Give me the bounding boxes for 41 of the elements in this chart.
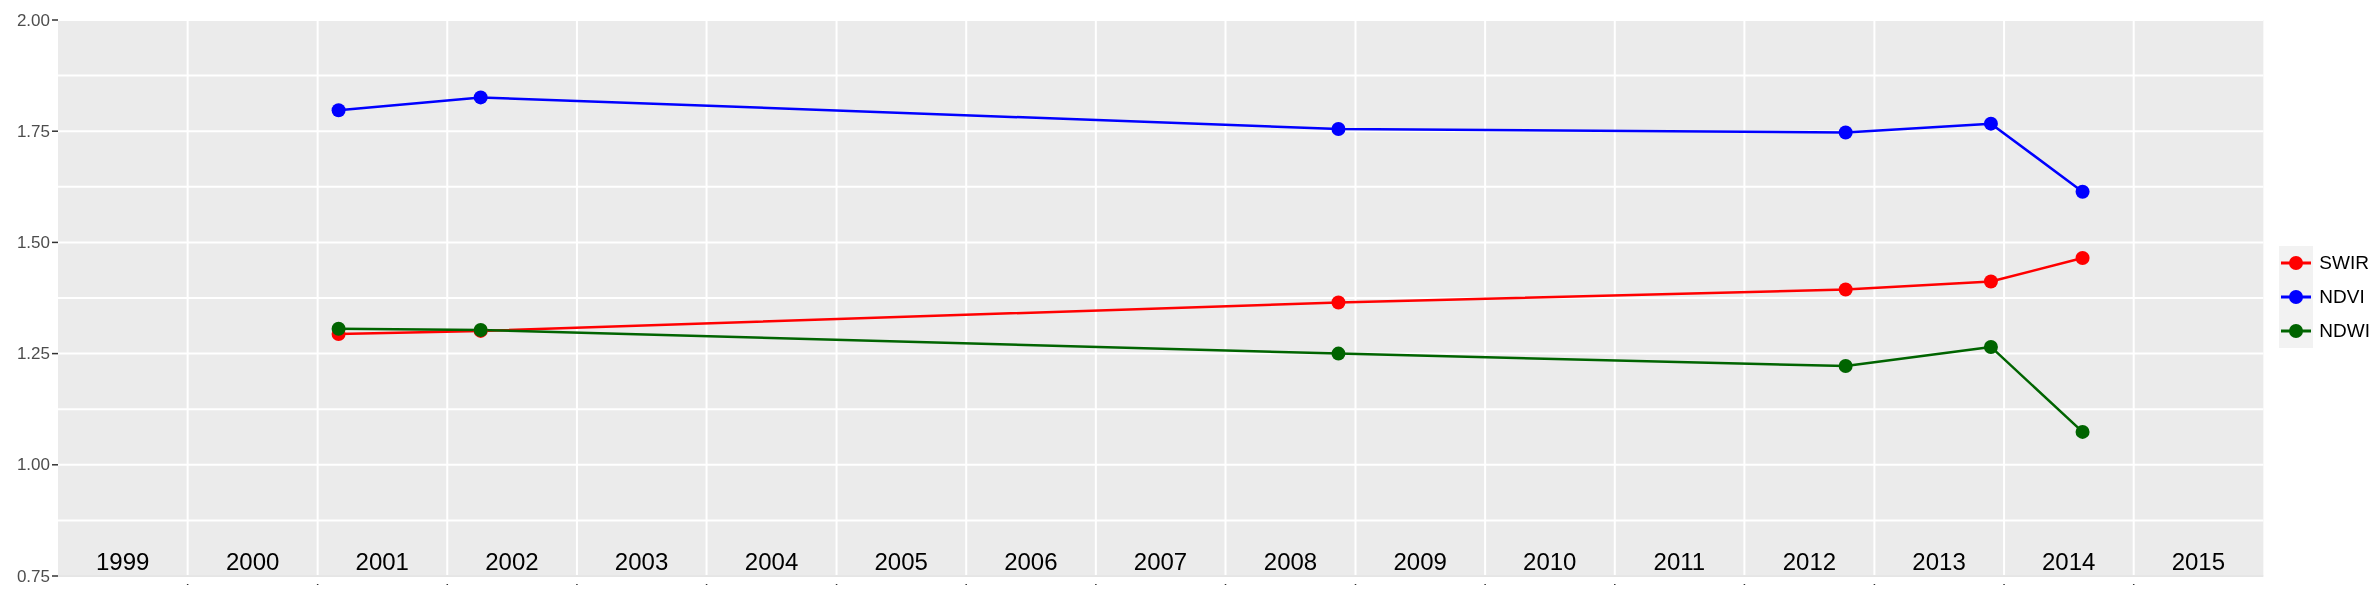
point (2075, 250, 2090, 265)
y-tick-label: 2.00 (16, 10, 50, 30)
point (1838, 125, 1853, 140)
y-tick-label: 1.25 (16, 344, 50, 364)
point (1838, 282, 1853, 297)
point (473, 90, 488, 105)
y-tick-label: 0.75 (16, 566, 50, 586)
legend-label: SWIR (2319, 251, 2369, 274)
x-tick-label: 2007 (1133, 547, 1188, 575)
x-tick-label: 2006 (1004, 547, 1058, 575)
x-tick-label: 2013 (1912, 547, 1966, 575)
point (1983, 274, 1998, 289)
x-tick-label: 2012 (1782, 547, 1837, 575)
x-tick-label: 1999 (95, 547, 150, 575)
x-tick-label: 2011 (1653, 547, 1706, 575)
point (1983, 116, 1998, 131)
y-tick-label: 1.50 (16, 232, 50, 252)
point (1838, 359, 1853, 374)
point (1331, 346, 1346, 361)
x-tick-label: 2000 (225, 547, 280, 575)
y-tick-label: 1.75 (16, 121, 50, 141)
point (2075, 184, 2090, 199)
x-tick-label: 2005 (874, 547, 928, 575)
x-tick-label: 2014 (2042, 547, 2096, 575)
point (2075, 424, 2090, 439)
point (1983, 339, 1998, 354)
point (1331, 121, 1346, 136)
x-tick-label: 2009 (1393, 547, 1447, 575)
x-tick-label: 2001 (355, 547, 409, 575)
point (331, 321, 346, 336)
legend-label: NDWI (2319, 319, 2370, 342)
x-tick-label: 2010 (1523, 547, 1577, 575)
point (1331, 295, 1346, 310)
y-tick-label: 1.00 (16, 455, 50, 475)
x-tick-label: 2002 (485, 547, 539, 575)
x-tick-label: 2004 (744, 547, 799, 575)
x-tick-label: 2003 (614, 547, 669, 575)
point (331, 103, 346, 118)
x-tick-label: 2008 (1263, 547, 1318, 575)
x-tick-label: 2015 (2171, 547, 2226, 575)
legend-label: NDVI (2319, 285, 2365, 308)
